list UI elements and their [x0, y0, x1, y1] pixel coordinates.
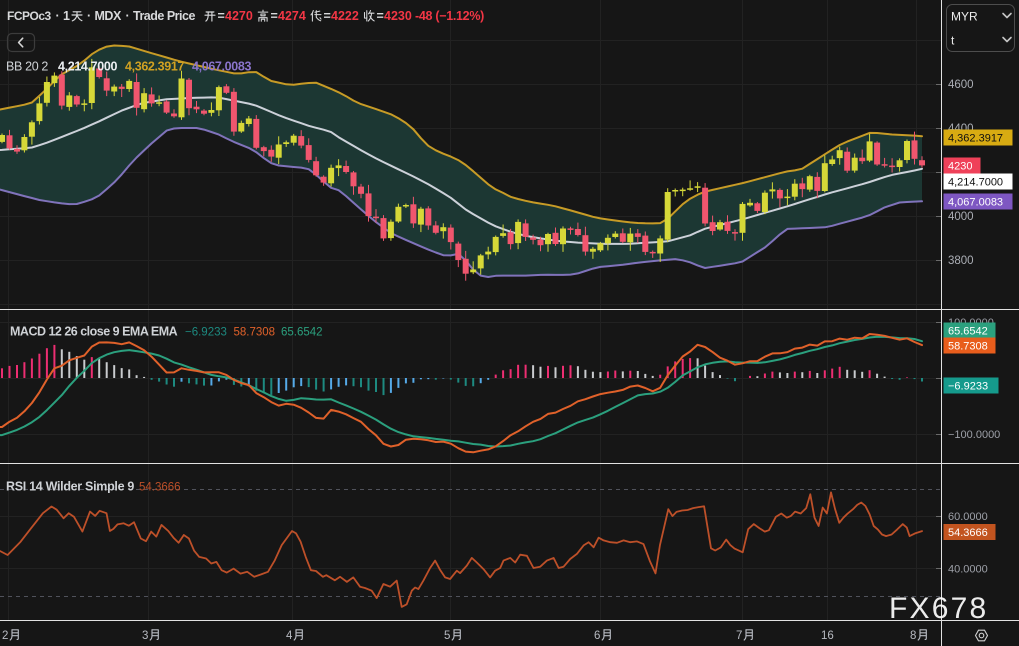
svg-text:4: 4 — [286, 630, 293, 642]
svg-text:1: 1 — [63, 9, 70, 23]
svg-text:4600: 4600 — [948, 79, 974, 91]
svg-text:54.3666: 54.3666 — [139, 482, 181, 494]
svg-text:3800: 3800 — [948, 255, 974, 267]
svg-text:4274: 4274 — [278, 9, 306, 23]
svg-text:4,362.3917: 4,362.3917 — [125, 60, 184, 74]
svg-text:65.6542: 65.6542 — [281, 327, 323, 339]
svg-text:4,214.7000: 4,214.7000 — [58, 60, 117, 74]
svg-text:−6.9233: −6.9233 — [948, 381, 988, 393]
svg-text:·: · — [56, 9, 60, 23]
svg-text:4222: 4222 — [331, 9, 359, 23]
svg-text:58.7308: 58.7308 — [234, 327, 276, 339]
svg-text:3: 3 — [142, 630, 148, 642]
svg-text:60.0000: 60.0000 — [948, 511, 988, 523]
svg-text:7: 7 — [736, 630, 742, 642]
svg-text:·: · — [126, 9, 130, 23]
svg-text:−100.0000: −100.0000 — [948, 429, 1000, 441]
svg-text:6: 6 — [594, 630, 600, 642]
svg-text:16: 16 — [821, 630, 834, 642]
svg-text:4,214.7000: 4,214.7000 — [948, 177, 1003, 189]
svg-text:4230: 4230 — [948, 161, 972, 173]
svg-text:4000: 4000 — [948, 211, 974, 223]
svg-text:MDX: MDX — [95, 9, 122, 23]
svg-text:FX678: FX678 — [889, 592, 988, 625]
svg-text:5: 5 — [444, 630, 450, 642]
svg-text:FCPOc3: FCPOc3 — [7, 9, 52, 23]
svg-text:2: 2 — [2, 630, 8, 642]
svg-text:RSI 14 Wilder Simple 9: RSI 14 Wilder Simple 9 — [6, 480, 134, 494]
svg-text:4,067.0083: 4,067.0083 — [192, 60, 251, 74]
svg-text:-48 (−1.12%): -48 (−1.12%) — [415, 9, 484, 23]
svg-text:4,362.3917: 4,362.3917 — [948, 133, 1003, 145]
svg-text:4270: 4270 — [225, 9, 253, 23]
svg-text:8: 8 — [910, 630, 916, 642]
svg-text:=: = — [218, 9, 225, 23]
svg-text:t: t — [951, 34, 955, 48]
svg-text:=: = — [377, 9, 384, 23]
svg-text:·: · — [87, 9, 91, 23]
svg-text:Trade Price: Trade Price — [133, 9, 195, 23]
svg-text:MYR: MYR — [951, 10, 978, 24]
svg-text:=: = — [271, 9, 278, 23]
svg-text:65.6542: 65.6542 — [948, 326, 988, 338]
svg-text:=: = — [324, 9, 331, 23]
svg-text:BB 20 2: BB 20 2 — [6, 60, 48, 74]
svg-text:58.7308: 58.7308 — [948, 341, 988, 353]
svg-text:MACD 12 26 close 9 EMA EMA: MACD 12 26 close 9 EMA EMA — [10, 325, 178, 339]
svg-text:54.3666: 54.3666 — [948, 527, 988, 539]
svg-text:−6.9233: −6.9233 — [185, 327, 227, 339]
svg-text:40.0000: 40.0000 — [948, 564, 988, 576]
svg-text:4,067.0083: 4,067.0083 — [948, 197, 1003, 209]
svg-text:4230: 4230 — [384, 9, 412, 23]
